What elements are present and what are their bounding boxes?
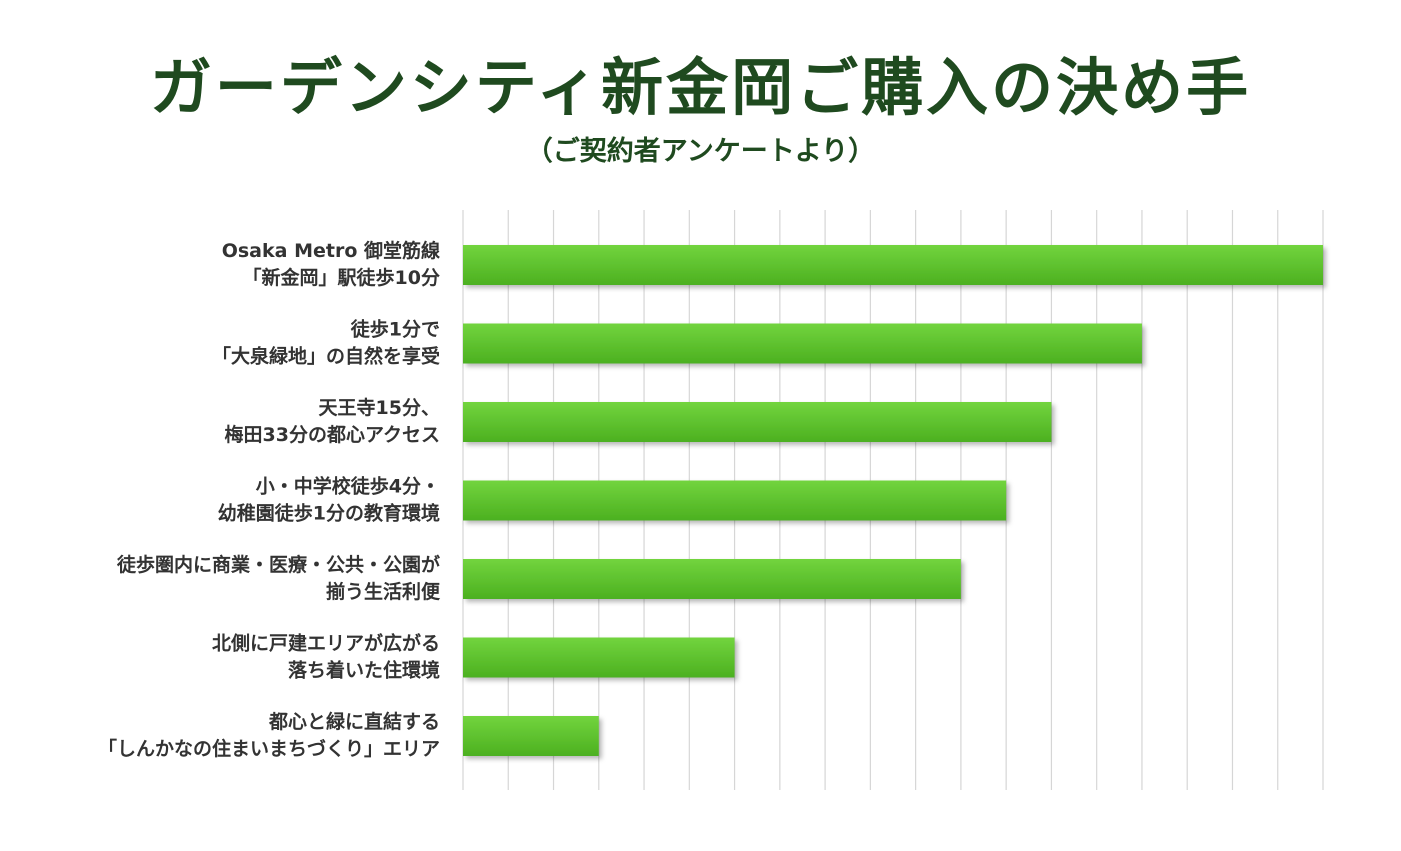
- bar: [463, 480, 1007, 521]
- bar: [463, 559, 961, 599]
- bar: [463, 402, 1052, 442]
- category-label: 「しんかなの住まいまちづくり」エリア: [98, 737, 440, 760]
- chart-title: ガーデンシティ新金岡ご購入の決め手: [149, 51, 1252, 124]
- bar: [463, 716, 599, 756]
- bar: [463, 637, 735, 678]
- category-label: Osaka Metro 御堂筋線: [222, 239, 440, 262]
- category-label: 天王寺15分、: [319, 397, 440, 419]
- category-label: 小・中学校徒歩4分・: [256, 475, 440, 498]
- category-label: 徒歩圏内に商業・医療・公共・公園が: [116, 553, 440, 576]
- category-label: 徒歩1分で: [350, 318, 440, 341]
- category-label: 落ち着いた住環境: [288, 659, 440, 682]
- category-label: 「大泉緑地」の自然を享受: [212, 345, 440, 368]
- bar: [463, 245, 1323, 285]
- category-label: 都心と緑に直結する: [268, 710, 440, 733]
- category-label: 北側に戸建エリアが広がる: [212, 632, 440, 655]
- bar: [463, 323, 1142, 364]
- category-label: 揃う生活利便: [326, 580, 441, 603]
- category-label: 「新金岡」駅徒歩10分: [243, 266, 440, 289]
- chart-subtitle: （ご契約者アンケートより）: [525, 136, 876, 167]
- bars: [463, 245, 1323, 756]
- category-label: 幼稚園徒歩1分の教育環境: [218, 502, 440, 525]
- category-labels: Osaka Metro 御堂筋線「新金岡」駅徒歩10分徒歩1分で「大泉緑地」の自…: [98, 239, 441, 760]
- category-label: 梅田33分の都心アクセス: [225, 423, 441, 446]
